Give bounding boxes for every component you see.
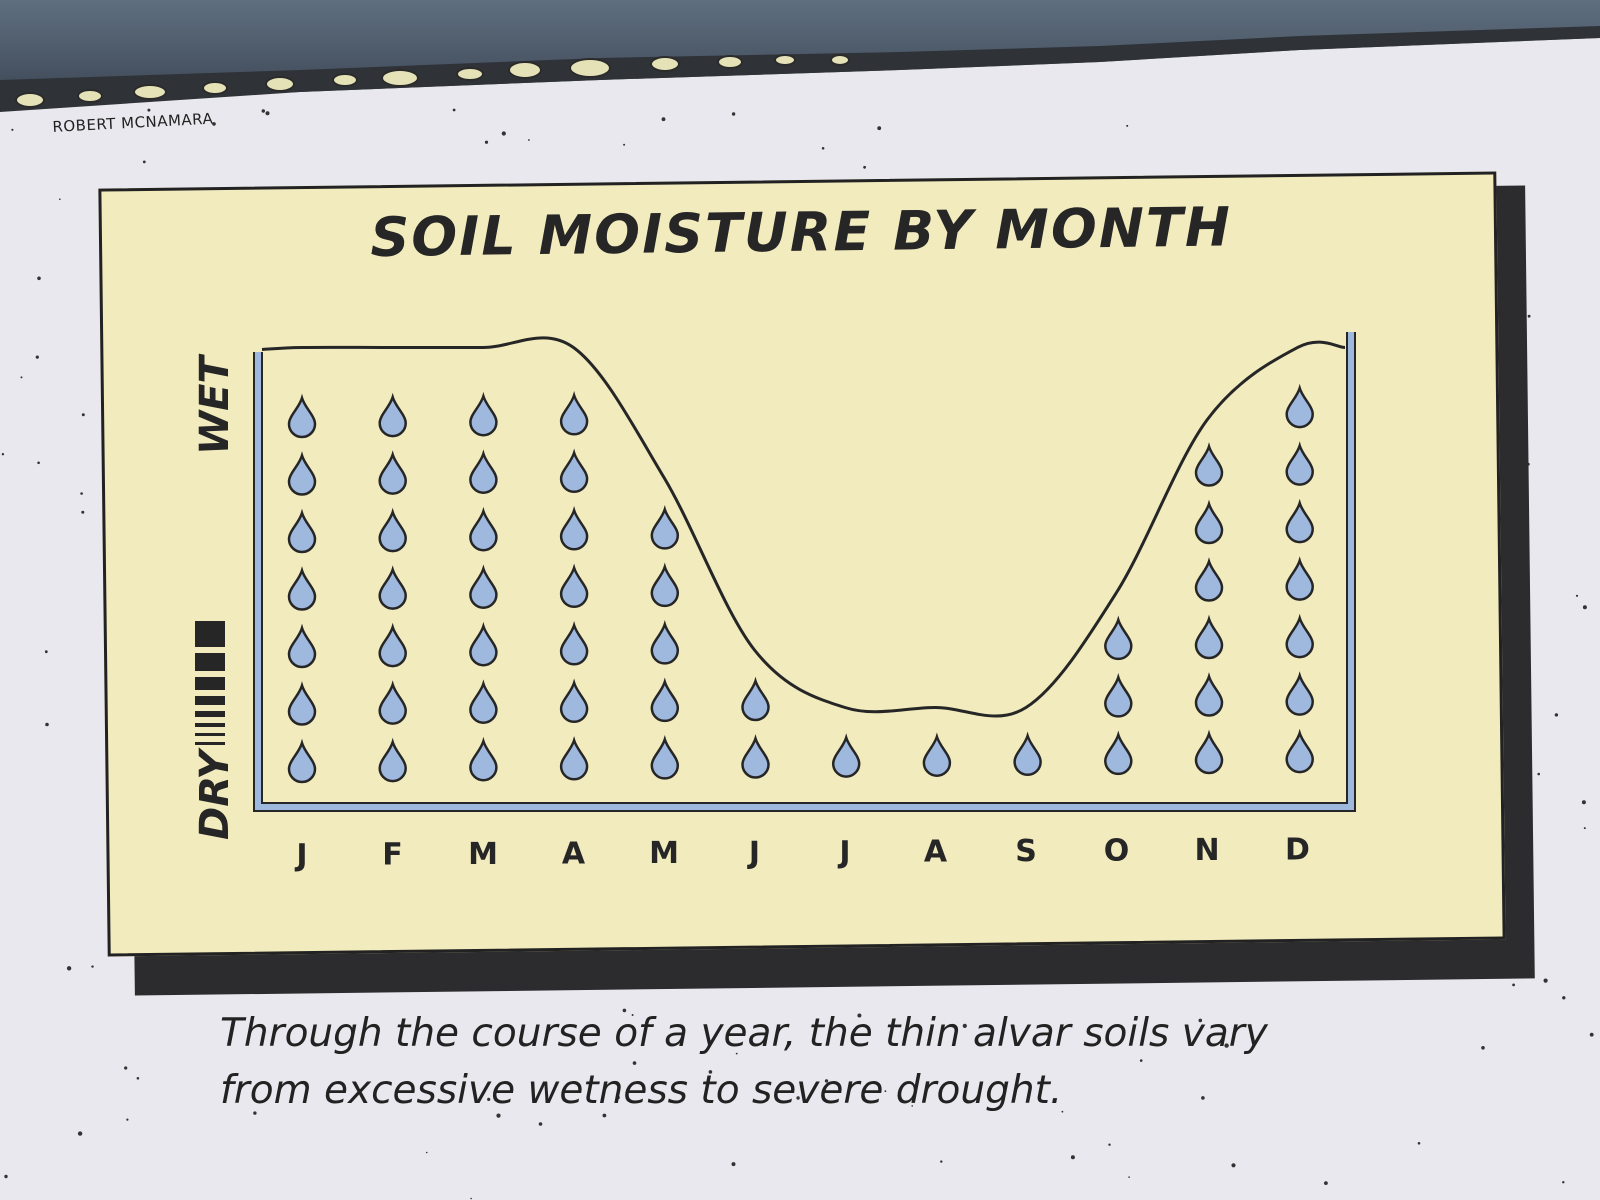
month-tick-label: N — [1194, 833, 1219, 868]
water-drop-icon — [559, 620, 589, 666]
water-drop-icon — [287, 681, 317, 726]
month-tick-label: A — [924, 835, 948, 870]
water-drop-icon — [559, 448, 589, 494]
month-tick-label: J — [294, 838, 307, 873]
water-drop-icon — [469, 391, 498, 437]
y-label-dry: DRY — [192, 747, 238, 840]
water-drop-icon — [378, 622, 407, 668]
water-drop-icon — [1285, 556, 1314, 601]
water-drop-icon — [469, 679, 498, 724]
water-drop-icon — [469, 506, 498, 552]
moisture-scale-bar — [195, 742, 225, 745]
month-tick-label: J — [837, 835, 850, 870]
water-drop-icon — [650, 505, 680, 550]
water-drop-icon — [378, 680, 407, 725]
water-drop-icon — [559, 678, 589, 724]
month-tick-label: F — [382, 838, 403, 873]
moisture-scale: WET DRY — [192, 354, 238, 840]
water-drop-icon — [1285, 728, 1314, 774]
water-drop-icon — [831, 733, 861, 778]
moisture-scale-bar — [195, 677, 225, 690]
water-drop-icon — [1194, 614, 1224, 660]
water-drop-icon — [1104, 615, 1133, 661]
water-drop-icon — [287, 738, 317, 784]
water-drop-icon — [1285, 383, 1314, 429]
water-drop-icon — [741, 676, 770, 722]
moisture-scale-bar — [195, 621, 225, 647]
water-drop-icon — [287, 623, 317, 669]
water-drop-icon — [378, 565, 407, 610]
water-drop-icon — [469, 736, 498, 782]
moisture-scale-bar — [195, 653, 225, 671]
water-drop-icon — [469, 564, 498, 609]
water-drop-icon — [287, 451, 317, 496]
tank-fill — [255, 332, 1354, 810]
water-drop-icon — [1285, 441, 1314, 486]
water-drop-icon — [559, 390, 589, 436]
water-drop-icon — [469, 449, 498, 494]
water-drop-icon — [1194, 557, 1224, 602]
water-drop-icon — [287, 508, 317, 554]
chart-caption: Through the course of a year, the thin a… — [220, 1005, 1520, 1119]
month-tick-label: A — [562, 837, 586, 872]
water-drop-icon — [741, 734, 770, 779]
moisture-scale-bar — [195, 696, 225, 705]
water-drop-icon — [1285, 498, 1314, 544]
moisture-drops — [287, 383, 1314, 784]
month-tick-label: D — [1285, 833, 1310, 868]
month-tick-label: M — [649, 836, 679, 871]
water-drop-icon — [1194, 672, 1224, 717]
water-drop-icon — [1013, 731, 1042, 777]
water-drop-icon — [287, 393, 317, 439]
water-drop-icon — [650, 620, 680, 665]
water-drop-icon — [1285, 671, 1314, 716]
water-drop-icon — [469, 621, 498, 667]
water-drop-icon — [1194, 729, 1224, 775]
landscape-illustration — [0, 0, 1600, 112]
caption-line-1: Through the course of a year, the thin a… — [220, 1011, 1268, 1056]
water-drop-icon — [559, 505, 589, 551]
water-drop-icon — [378, 507, 407, 553]
water-drop-icon — [378, 392, 407, 438]
tank-outline — [253, 332, 1356, 812]
month-tick-label: O — [1104, 834, 1130, 869]
water-drop-icon — [287, 566, 317, 611]
moisture-curve — [261, 336, 1346, 718]
water-drop-icon — [378, 450, 407, 495]
water-drop-icon — [378, 737, 407, 783]
water-drop-icon — [1104, 730, 1133, 776]
water-drop-icon — [650, 735, 680, 780]
month-tick-label: S — [1015, 834, 1037, 869]
moisture-scale-bar — [195, 723, 225, 727]
water-drop-icon — [650, 562, 680, 608]
moisture-scale-bar — [195, 733, 225, 736]
moisture-scale-bar — [195, 711, 225, 717]
water-drop-icon — [559, 563, 589, 609]
water-drop-icon — [1285, 613, 1314, 659]
water-drop-icon — [1104, 673, 1133, 718]
caption-line-2: from excessive wetness to severe drought… — [220, 1068, 1063, 1113]
water-drop-icon — [650, 677, 680, 723]
month-tick-label: J — [747, 836, 760, 871]
y-label-wet: WET — [192, 354, 238, 455]
month-tick-label: M — [468, 837, 498, 872]
water-drop-icon — [1194, 499, 1224, 545]
water-drop-icon — [922, 732, 952, 777]
chart-axes — [253, 332, 1356, 812]
water-drop-icon — [1194, 442, 1224, 487]
water-drop-icon — [559, 735, 589, 781]
